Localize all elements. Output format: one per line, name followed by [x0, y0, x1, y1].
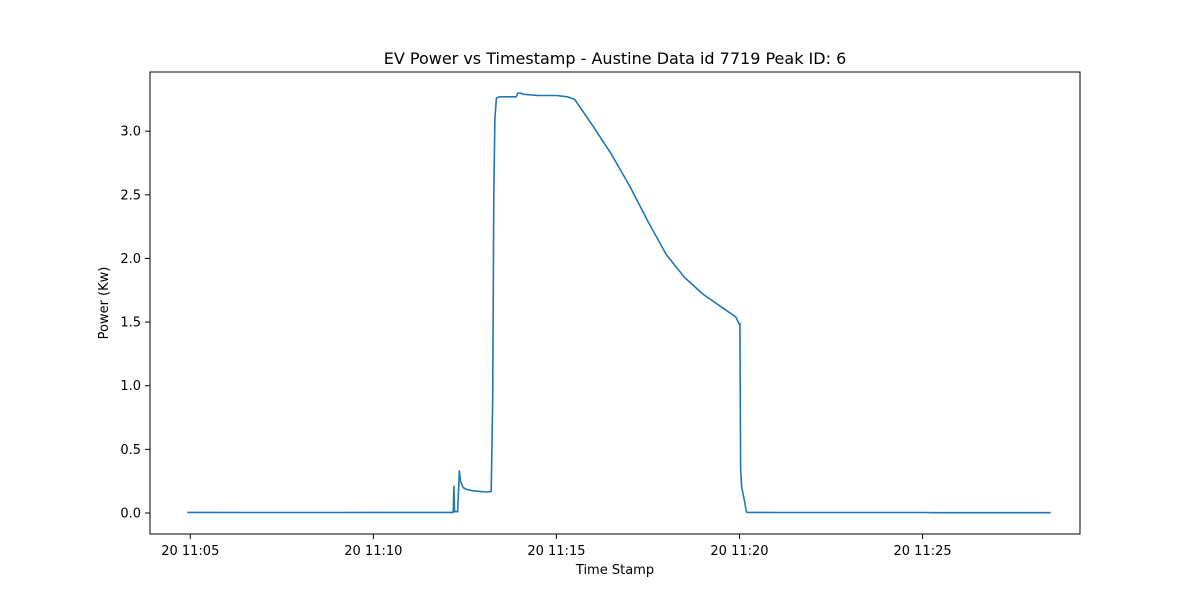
y-tick-label: 2.5	[120, 188, 141, 203]
series-line-power	[187, 92, 1051, 514]
plot-area-frame	[149, 71, 1081, 535]
x-tick-label: 20 11:20	[710, 544, 768, 559]
y-axis-ticks: 0.0 0.5 1.0 1.5 2.0 2.5 3.0	[120, 125, 150, 522]
x-tick-label: 20 11:05	[161, 544, 219, 559]
y-tick-label: 3.0	[120, 125, 141, 140]
x-tick-label: 20 11:25	[893, 544, 951, 559]
x-axis-label: Time Stamp	[575, 563, 654, 578]
y-tick-label: 1.0	[120, 379, 141, 394]
y-axis-label: Power (Kw)	[97, 267, 112, 340]
x-axis-ticks: 20 11:05 20 11:10 20 11:15 20 11:20 20 11:25	[161, 534, 952, 559]
y-tick-label: 0.0	[120, 507, 141, 522]
y-tick-label: 2.0	[120, 252, 141, 267]
x-tick-label: 20 11:15	[527, 544, 585, 559]
x-tick-label: 20 11:10	[344, 544, 402, 559]
y-tick-label: 1.5	[120, 316, 141, 331]
y-tick-label: 0.5	[120, 443, 141, 458]
chart-title: EV Power vs Timestamp - Austine Data id …	[384, 49, 847, 68]
